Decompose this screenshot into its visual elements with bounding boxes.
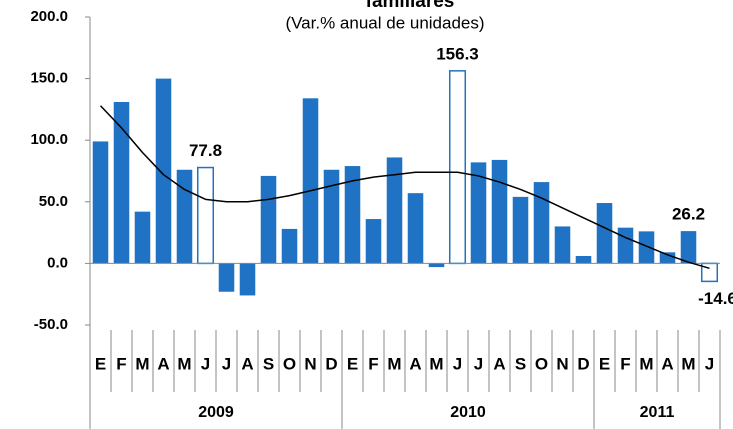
x-tick-label: A — [157, 354, 169, 373]
x-tick-label: F — [116, 354, 126, 373]
bar — [196, 166, 215, 265]
bar — [365, 219, 382, 264]
x-tick-label: F — [620, 354, 630, 373]
group-label: 2009 — [198, 404, 234, 421]
bar — [302, 98, 319, 264]
x-tick-label: J — [474, 354, 483, 373]
x-tick-label: E — [347, 354, 358, 373]
chart-subtitle: (Var.% anual de unidades) — [285, 13, 484, 32]
value-label: -14.6 — [698, 289, 733, 308]
x-tick-label: A — [661, 354, 673, 373]
bar — [344, 166, 361, 264]
bar — [407, 193, 424, 264]
value-label: 156.3 — [436, 44, 479, 63]
x-tick-label: D — [325, 354, 337, 373]
bar — [323, 169, 340, 264]
x-tick-label: M — [135, 354, 149, 373]
x-tick-label: A — [241, 354, 253, 373]
value-label: 77.8 — [189, 141, 222, 160]
bar — [92, 141, 109, 264]
x-tick-label: O — [535, 354, 548, 373]
x-tick-label: E — [599, 354, 610, 373]
x-tick-label: A — [409, 354, 421, 373]
group-label: 2011 — [640, 404, 675, 421]
x-tick-label: J — [705, 354, 714, 373]
x-tick-label: M — [429, 354, 443, 373]
x-tick-label: O — [283, 354, 296, 373]
bar — [155, 78, 172, 264]
bar — [386, 157, 403, 264]
bar — [470, 162, 487, 264]
y-tick-label: 150.0 — [30, 70, 68, 87]
bar — [596, 203, 613, 264]
bar — [239, 263, 256, 296]
x-tick-label: S — [515, 354, 526, 373]
bar — [134, 211, 151, 264]
bar — [680, 231, 697, 264]
x-tick-label: E — [95, 354, 106, 373]
bar — [533, 182, 550, 264]
x-tick-label: S — [263, 354, 274, 373]
bar — [638, 231, 655, 264]
x-tick-label: J — [201, 354, 210, 373]
x-tick-label: D — [577, 354, 589, 373]
x-tick-label: J — [222, 354, 231, 373]
bar — [617, 227, 634, 264]
chart-title: familiares — [366, 0, 455, 12]
y-tick-label: 100.0 — [30, 131, 68, 148]
bar — [260, 175, 277, 264]
value-label: 26.2 — [672, 205, 705, 224]
trend-line — [99, 105, 710, 270]
y-tick-label: -50.0 — [34, 316, 68, 333]
x-tick-label: M — [177, 354, 191, 373]
x-tick-label: F — [368, 354, 378, 373]
x-tick-label: N — [556, 354, 568, 373]
y-tick-label: 50.0 — [39, 193, 68, 210]
bar — [554, 226, 571, 264]
bar — [659, 252, 676, 264]
x-tick-label: M — [639, 354, 653, 373]
bar — [512, 196, 529, 264]
bar — [281, 228, 298, 264]
bar — [218, 263, 235, 292]
bar — [176, 169, 193, 264]
y-tick-label: 200.0 — [30, 8, 68, 25]
group-label: 2010 — [450, 404, 486, 421]
y-tick-label: 0.0 — [47, 254, 68, 271]
x-tick-label: A — [493, 354, 505, 373]
bar — [575, 256, 592, 264]
x-tick-label: J — [453, 354, 462, 373]
bar — [491, 159, 508, 264]
bar — [113, 102, 130, 264]
x-tick-label: M — [387, 354, 401, 373]
bar — [448, 70, 467, 265]
bar — [428, 263, 445, 268]
x-tick-label: M — [681, 354, 695, 373]
x-tick-label: N — [304, 354, 316, 373]
